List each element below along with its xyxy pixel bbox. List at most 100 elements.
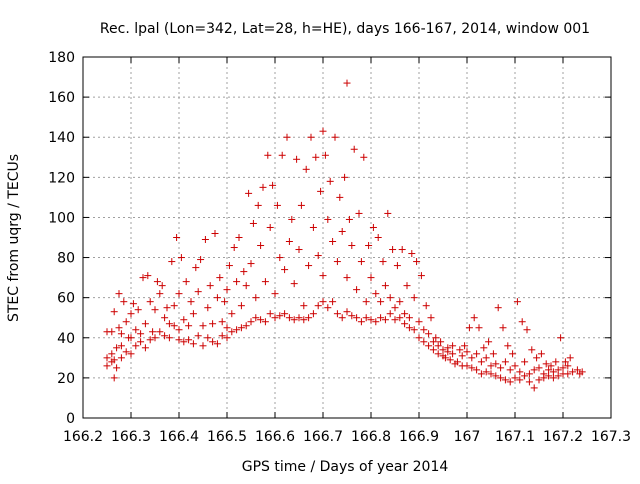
data-point: [137, 330, 145, 338]
data-point: [261, 318, 269, 326]
data-point: [127, 310, 135, 318]
data-point: [233, 278, 241, 286]
data-point: [559, 364, 567, 372]
data-point: [425, 330, 433, 338]
data-point: [245, 189, 253, 197]
data-point: [223, 286, 231, 294]
data-point: [513, 298, 521, 306]
data-point: [252, 314, 260, 322]
x-axis-label: GPS time / Days of year 2014: [242, 459, 449, 475]
data-point: [449, 350, 457, 358]
data-point: [204, 304, 212, 312]
data-point: [473, 366, 481, 374]
data-point: [417, 272, 425, 280]
data-point: [516, 376, 524, 384]
data-point: [549, 368, 557, 376]
data-point: [398, 246, 406, 254]
data-point: [153, 278, 161, 286]
data-point: [410, 294, 418, 302]
data-point: [535, 376, 543, 384]
data-point: [115, 324, 123, 332]
data-point: [132, 342, 140, 350]
data-point: [475, 324, 483, 332]
data-point: [422, 302, 430, 310]
data-point: [362, 298, 370, 306]
data-point: [453, 358, 461, 366]
data-point: [535, 364, 543, 372]
data-point: [468, 354, 476, 362]
data-point: [216, 274, 224, 282]
data-point: [293, 155, 301, 163]
data-point: [353, 286, 361, 294]
data-point: [269, 181, 277, 189]
data-point: [369, 223, 377, 231]
data-point: [108, 328, 116, 336]
data-point: [247, 260, 255, 268]
data-point: [379, 258, 387, 266]
data-point: [341, 173, 349, 181]
data-point: [545, 372, 553, 380]
data-point: [405, 314, 413, 322]
data-point: [110, 308, 118, 316]
data-point: [329, 238, 337, 246]
data-point: [446, 356, 454, 364]
data-point: [235, 234, 243, 241]
data-point: [381, 316, 389, 324]
data-point: [324, 215, 332, 223]
data-point: [163, 304, 171, 312]
data-point: [480, 344, 488, 352]
data-point: [254, 201, 262, 209]
data-point: [309, 310, 317, 318]
data-point: [173, 234, 181, 241]
data-point: [415, 318, 423, 326]
data-point: [225, 262, 233, 270]
data-point: [470, 314, 478, 322]
data-point: [185, 322, 193, 330]
data-point: [384, 209, 392, 217]
data-point: [377, 314, 385, 322]
data-point: [516, 368, 524, 376]
data-point: [144, 272, 152, 280]
data-point: [185, 336, 193, 344]
y-tick-label: 120: [48, 170, 75, 186]
data-point: [482, 368, 490, 376]
data-point: [151, 306, 159, 314]
data-point: [374, 234, 382, 241]
data-point: [542, 360, 550, 368]
data-point: [288, 215, 296, 223]
data-point: [504, 342, 512, 350]
data-point: [333, 258, 341, 266]
data-point: [389, 246, 397, 254]
data-point: [221, 298, 229, 306]
data-point: [115, 290, 123, 298]
data-point: [533, 354, 541, 362]
data-point: [127, 350, 135, 358]
data-point: [103, 362, 111, 370]
data-point: [482, 354, 490, 362]
data-point: [314, 252, 322, 260]
data-point: [285, 314, 293, 322]
data-point: [129, 300, 137, 308]
data-point: [110, 374, 118, 382]
data-point: [501, 376, 509, 384]
data-point: [324, 304, 332, 312]
data-point: [199, 342, 207, 350]
data-point: [393, 262, 401, 270]
data-point: [408, 250, 416, 258]
data-point: [425, 342, 433, 350]
data-point: [319, 127, 327, 135]
data-point: [458, 352, 466, 360]
y-tick-label: 40: [57, 331, 75, 347]
data-point: [266, 223, 274, 231]
data-point: [197, 256, 205, 264]
data-point: [564, 370, 572, 378]
data-point: [307, 133, 315, 141]
data-point: [434, 350, 442, 358]
data-point: [194, 332, 202, 340]
data-point: [175, 336, 183, 344]
data-point: [273, 201, 281, 209]
data-point: [530, 384, 538, 392]
data-point: [151, 334, 159, 342]
data-point: [149, 328, 157, 336]
data-point: [218, 318, 226, 326]
